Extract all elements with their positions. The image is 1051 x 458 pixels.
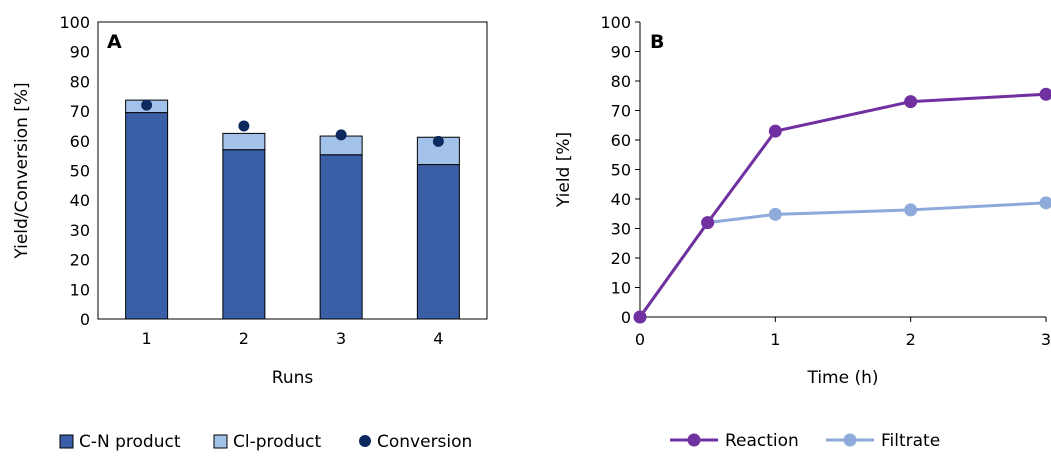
series-point-filtrate [768,207,782,221]
legend-swatch-cn-product [59,434,74,449]
bar-cn-product [319,154,363,320]
y-tick-label: 10 [70,280,90,299]
legend-marker-conversion [359,435,371,447]
x-tick-label: 2 [239,329,249,348]
legend-a: C-N product Cl-product Conversion [59,432,472,452]
series-point-reaction [904,95,918,109]
y-tick-label: 80 [611,72,631,91]
legend-label: Reaction [725,431,799,451]
y-tick-label: 60 [611,131,631,150]
x-tick-label: 3 [336,329,346,348]
y-tick-label: 100 [600,13,631,32]
y-tick-label: 50 [611,161,631,180]
y-tick-label: 100 [59,13,90,32]
series-point-filtrate [904,203,918,217]
x-axis-title: Runs [272,368,314,388]
series-point-reaction [701,216,715,230]
panel-b-chart: 0 10 20 30 40 50 60 70 80 90 100 0 1 2 3 B Time (h) Yield… [554,13,1051,451]
y-axis-title: Yield [%] [554,132,574,208]
legend-label: Filtrate [881,431,940,451]
y-tick-label: 70 [611,102,631,121]
x-tick-label: 3 [1041,330,1051,349]
y-tick-label: 10 [611,279,631,298]
conversion-point [335,129,347,141]
bar-cn-product [125,112,169,320]
legend-marker-reaction [687,433,701,447]
y-tick-label: 20 [611,249,631,268]
x-tick-label: 1 [142,329,152,348]
panel-letter: A [107,31,122,53]
y-tick-label: 30 [611,220,631,239]
x-tick-label: 1 [770,330,780,349]
bar-cn-product [416,164,460,320]
y-tick-label: 60 [70,132,90,151]
y-tick-label: 0 [621,308,631,327]
y-tick-label: 20 [70,251,90,270]
y-axis-title: Yield/Conversion [%] [12,82,32,259]
legend-swatch-cl-product [213,434,228,449]
legend-label: Conversion [377,432,472,452]
series-point-reaction [1039,87,1051,101]
y-tick-label: 80 [70,72,90,91]
y-tick-label: 90 [611,43,631,62]
conversion-point [432,135,444,147]
y-tick-label: 0 [80,310,90,329]
x-tick-label: 2 [906,330,916,349]
y-tick-label: 90 [70,43,90,62]
x-tick-label: 0 [635,330,645,349]
y-tick-label: 30 [70,221,90,240]
bar-cn-product [222,149,266,320]
legend-b: Reaction Filtrate [670,431,940,451]
y-tick-label: 50 [70,162,90,181]
legend-label: C-N product [79,432,181,452]
y-tick-label: 40 [611,190,631,209]
y-tick-label: 70 [70,102,90,121]
conversion-point [238,120,250,132]
conversion-point [141,99,153,111]
plot-area-border [97,21,488,320]
series-point-reaction [633,310,647,324]
panel-a-chart: 0 10 20 30 40 50 60 70 80 90 100 1 2 3 4 A Runs Yield/Con… [12,13,488,452]
legend-marker-filtrate [843,433,857,447]
series-point-filtrate [1039,196,1051,210]
x-axis-title: Time (h) [806,368,878,388]
series-line-filtrate [638,201,1047,318]
legend-label: Cl-product [233,432,321,452]
y-tick-label: 40 [70,191,90,210]
series-point-reaction [768,124,782,138]
panel-letter: B [650,31,664,53]
bar-cl-product [222,132,266,151]
x-tick-label: 4 [433,329,443,348]
